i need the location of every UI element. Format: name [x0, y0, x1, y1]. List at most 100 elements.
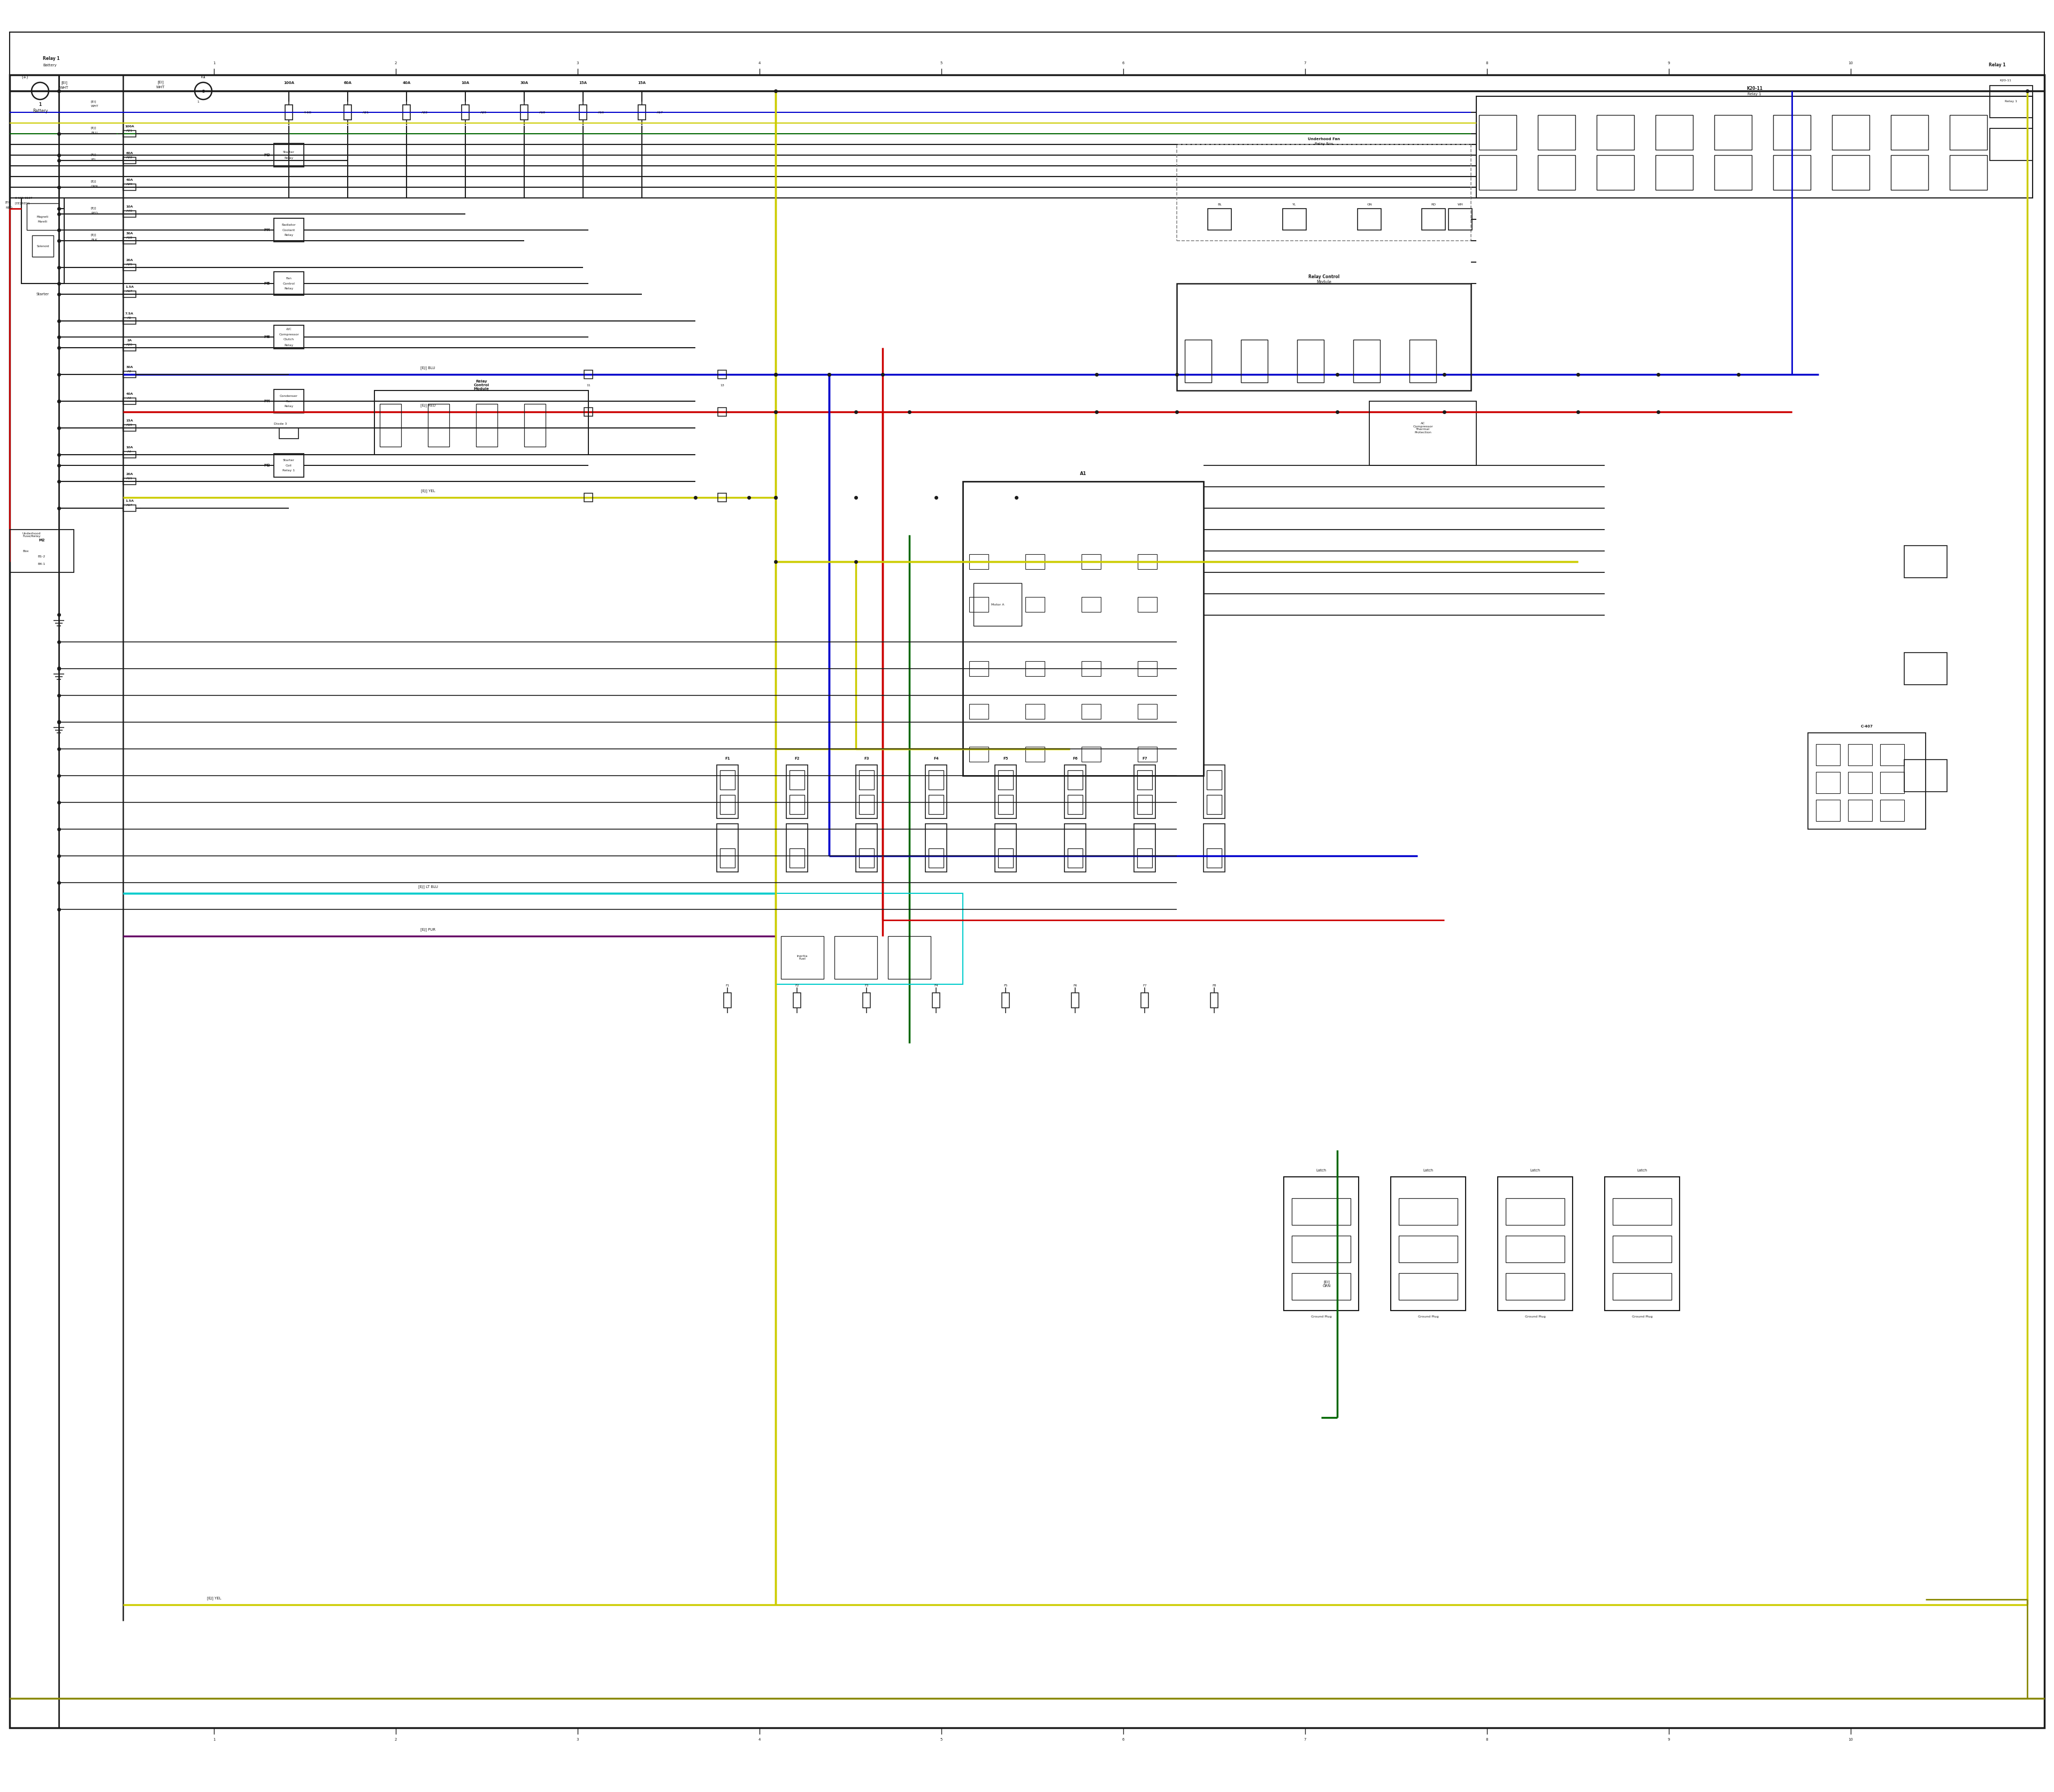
Bar: [834, 935, 877, 978]
Text: C-105 C107: C-105 C107: [14, 197, 33, 199]
Bar: [1138, 661, 1156, 676]
Bar: [583, 371, 594, 378]
Bar: [279, 428, 298, 439]
Bar: [1177, 283, 1471, 391]
Text: 7: 7: [1304, 61, 1306, 65]
Bar: [928, 848, 943, 867]
Text: [EJ]: [EJ]: [90, 154, 97, 156]
Text: Ground Plug: Ground Plug: [1631, 1315, 1653, 1319]
Bar: [1832, 156, 1869, 190]
Text: 2: 2: [394, 61, 396, 65]
Text: K20-11: K20-11: [1999, 79, 2011, 82]
Bar: [273, 219, 304, 242]
Bar: [721, 771, 735, 790]
Text: [EE] RED1: [EE] RED1: [14, 202, 31, 204]
Text: 15A: 15A: [639, 81, 645, 84]
Bar: [1612, 1236, 1672, 1262]
Text: 1.5A: 1.5A: [125, 500, 134, 502]
Text: 4: 4: [758, 1738, 760, 1742]
Text: M2: M2: [263, 464, 271, 468]
Text: Relay Control: Relay Control: [1308, 274, 1339, 280]
Text: Battery: Battery: [43, 65, 58, 66]
Bar: [1448, 208, 1473, 229]
Bar: [926, 824, 947, 873]
Bar: [1656, 115, 1692, 151]
Text: Control: Control: [283, 281, 296, 285]
Text: 9: 9: [1668, 1738, 1670, 1742]
Bar: [1596, 156, 1635, 190]
Bar: [1134, 765, 1154, 819]
Text: 100A: 100A: [283, 81, 294, 84]
Text: Ground Plug: Ground Plug: [1310, 1315, 1331, 1319]
Bar: [1612, 1272, 1672, 1299]
Bar: [123, 425, 136, 432]
Bar: [427, 403, 450, 446]
Bar: [1208, 796, 1222, 814]
Bar: [273, 324, 304, 349]
Bar: [1064, 824, 1087, 873]
Bar: [123, 158, 136, 163]
Bar: [343, 106, 351, 120]
Bar: [1832, 115, 1869, 151]
Text: A17: A17: [657, 111, 663, 113]
Bar: [1370, 401, 1477, 466]
Bar: [933, 993, 941, 1007]
Text: GN: GN: [1366, 202, 1372, 206]
Text: [EJ]: [EJ]: [90, 181, 97, 183]
Bar: [477, 403, 497, 446]
Bar: [520, 106, 528, 120]
Bar: [1949, 115, 1986, 151]
Bar: [1399, 1199, 1458, 1226]
Text: A22: A22: [421, 111, 427, 113]
Bar: [1879, 772, 1904, 794]
Text: A29: A29: [481, 111, 487, 113]
Text: A4: A4: [127, 398, 131, 400]
Bar: [963, 482, 1204, 776]
Text: Relay
Control
Module: Relay Control Module: [474, 380, 489, 391]
Text: 15A: 15A: [579, 81, 587, 84]
Bar: [863, 993, 871, 1007]
Text: Box: Box: [23, 550, 29, 552]
Bar: [123, 238, 136, 244]
Bar: [1138, 597, 1156, 611]
Bar: [998, 771, 1013, 790]
Bar: [27, 202, 60, 229]
Bar: [123, 371, 136, 378]
Bar: [123, 344, 136, 351]
Bar: [123, 131, 136, 136]
Text: [EJ] PUR: [EJ] PUR: [421, 928, 435, 932]
Bar: [887, 935, 930, 978]
Bar: [1354, 340, 1380, 382]
Bar: [1082, 747, 1101, 762]
Text: A11: A11: [125, 477, 134, 480]
Text: Fan: Fan: [286, 276, 292, 280]
Text: Relay: Relay: [283, 405, 294, 409]
Text: Module: Module: [1317, 280, 1331, 285]
Bar: [998, 796, 1013, 814]
Bar: [1773, 115, 1812, 151]
Bar: [123, 211, 136, 217]
Text: 30A: 30A: [125, 231, 134, 235]
Bar: [1134, 824, 1154, 873]
Text: Relay 1: Relay 1: [283, 470, 296, 471]
Text: Coolant: Coolant: [281, 229, 296, 231]
Bar: [524, 403, 546, 446]
Bar: [1391, 1177, 1467, 1310]
Text: A/C: A/C: [286, 328, 292, 330]
Bar: [969, 747, 988, 762]
Bar: [1479, 156, 1516, 190]
Text: 2A: 2A: [127, 339, 131, 342]
Text: A18: A18: [538, 111, 546, 113]
Bar: [1904, 545, 1947, 577]
Text: 15A: 15A: [125, 419, 134, 421]
Text: Relay: Relay: [283, 344, 294, 346]
Text: A5: A5: [127, 317, 131, 319]
Bar: [1241, 340, 1267, 382]
Text: 10: 10: [1849, 1738, 1853, 1742]
Text: A20: A20: [125, 344, 134, 346]
Text: F1: F1: [725, 984, 729, 987]
Bar: [1892, 115, 1929, 151]
Text: Inertia
Fuel: Inertia Fuel: [797, 955, 807, 961]
Bar: [10, 32, 2044, 75]
Bar: [1138, 771, 1152, 790]
